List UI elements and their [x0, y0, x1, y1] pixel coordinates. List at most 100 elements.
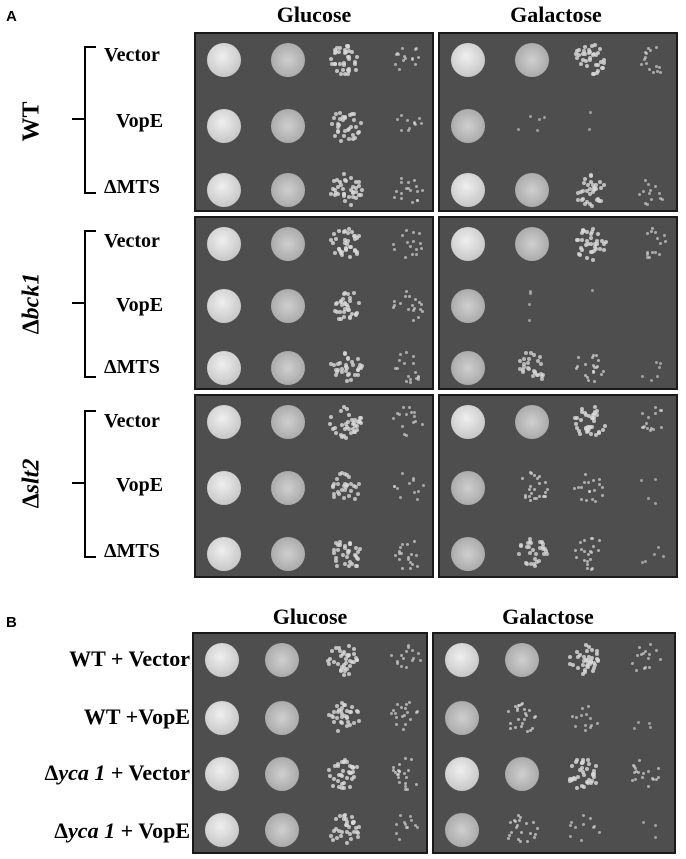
colony-dot	[409, 381, 413, 385]
colony-dot	[331, 783, 336, 788]
colony-dot	[341, 194, 346, 199]
colony-dot	[413, 414, 417, 418]
colony-dot	[592, 489, 596, 493]
colony-dot	[408, 406, 412, 410]
colony-dot	[341, 817, 346, 822]
colony-dot	[520, 722, 524, 726]
colony-dot	[585, 200, 590, 205]
colony-dot	[581, 758, 586, 763]
colony-dot	[593, 241, 598, 246]
colony-dot	[543, 495, 547, 499]
colony-dot	[513, 819, 517, 823]
colony-dot	[635, 770, 639, 774]
colony-dot	[589, 550, 593, 554]
colony-dot	[339, 72, 344, 77]
colony-dot	[592, 249, 597, 254]
colony-dot	[330, 186, 335, 191]
colony-dot	[528, 709, 532, 713]
colony-dot	[517, 552, 522, 557]
colony-dot	[413, 420, 417, 424]
colony-dot	[641, 652, 645, 656]
colony-dot	[355, 555, 360, 560]
colony-dot	[389, 711, 393, 715]
colony-dot	[634, 778, 638, 782]
colony-dot	[417, 301, 421, 305]
colony-dot	[355, 54, 360, 59]
colony-dot	[401, 567, 405, 571]
colony-dot	[417, 652, 421, 656]
colony-dot	[527, 318, 531, 322]
colony-dot	[509, 722, 513, 726]
colony-dot	[649, 197, 653, 201]
colony-dot	[404, 187, 408, 191]
plate-a-bck1-galactose	[438, 216, 678, 390]
colony-dot	[598, 179, 603, 184]
colony-dot	[349, 229, 354, 234]
colony-dot	[398, 813, 402, 817]
colony-dot	[412, 318, 416, 322]
colony-dot	[338, 182, 343, 187]
colony-spot	[271, 173, 305, 207]
colony-spot	[271, 43, 305, 77]
colony-dot	[400, 181, 404, 185]
colony-dot	[412, 120, 416, 124]
colony-dot	[574, 52, 578, 57]
colony-dot	[334, 190, 339, 195]
strain-label-wt: WT	[18, 101, 45, 142]
colony-dot	[645, 421, 649, 425]
colony-dot	[633, 771, 637, 775]
colony-dot	[342, 128, 347, 133]
colony-dot	[577, 768, 582, 772]
colony-dot	[351, 427, 356, 432]
colony-dot	[647, 496, 651, 500]
colony-dot	[591, 826, 595, 830]
colony-dot	[410, 563, 414, 567]
colony-dot	[590, 537, 594, 541]
colony-dot	[529, 541, 534, 546]
colony-dot	[338, 772, 343, 777]
colony-dot	[350, 194, 355, 199]
colony-dot	[341, 768, 346, 773]
colony-dot	[655, 237, 659, 241]
colony-spot	[271, 351, 305, 385]
colony-dot	[591, 771, 596, 776]
colony-dot	[328, 834, 333, 839]
colony-dot	[356, 130, 361, 135]
colony-dot	[642, 666, 646, 670]
colony-dot	[409, 245, 413, 249]
colony-dot	[544, 480, 548, 484]
colony-dot	[392, 484, 396, 488]
colony-dot	[534, 552, 539, 557]
colony-dot	[343, 544, 348, 549]
colony-dot	[640, 479, 644, 483]
colony-dot	[415, 189, 419, 193]
colony-dot	[398, 352, 402, 356]
colony-dot	[647, 722, 651, 726]
colony-dot	[529, 484, 533, 488]
colony-dot	[405, 350, 409, 354]
colony-dot	[521, 476, 525, 480]
colony-dot	[344, 829, 349, 834]
colony-dot	[648, 652, 652, 656]
colony-dot	[575, 757, 580, 762]
colony-dot	[333, 425, 338, 430]
colony-dot	[398, 545, 402, 549]
colony-spot	[207, 227, 241, 261]
colony-dot	[653, 251, 657, 255]
colony-dot	[514, 705, 518, 709]
colony-dot	[588, 431, 593, 436]
colony-dot	[403, 782, 407, 786]
colony-dot	[585, 430, 590, 435]
colony-dot	[647, 665, 651, 669]
colony-dot	[521, 367, 526, 372]
colony-dot	[571, 662, 576, 667]
colony-dot	[349, 776, 354, 781]
colony-dot	[341, 433, 346, 438]
colony-dot	[571, 715, 574, 719]
colony-dot	[540, 377, 545, 381]
colony-dot	[395, 832, 399, 836]
colony-dot	[396, 118, 400, 122]
colony-dot	[331, 551, 336, 556]
colony-dot	[406, 118, 410, 122]
colony-dot	[601, 57, 606, 62]
